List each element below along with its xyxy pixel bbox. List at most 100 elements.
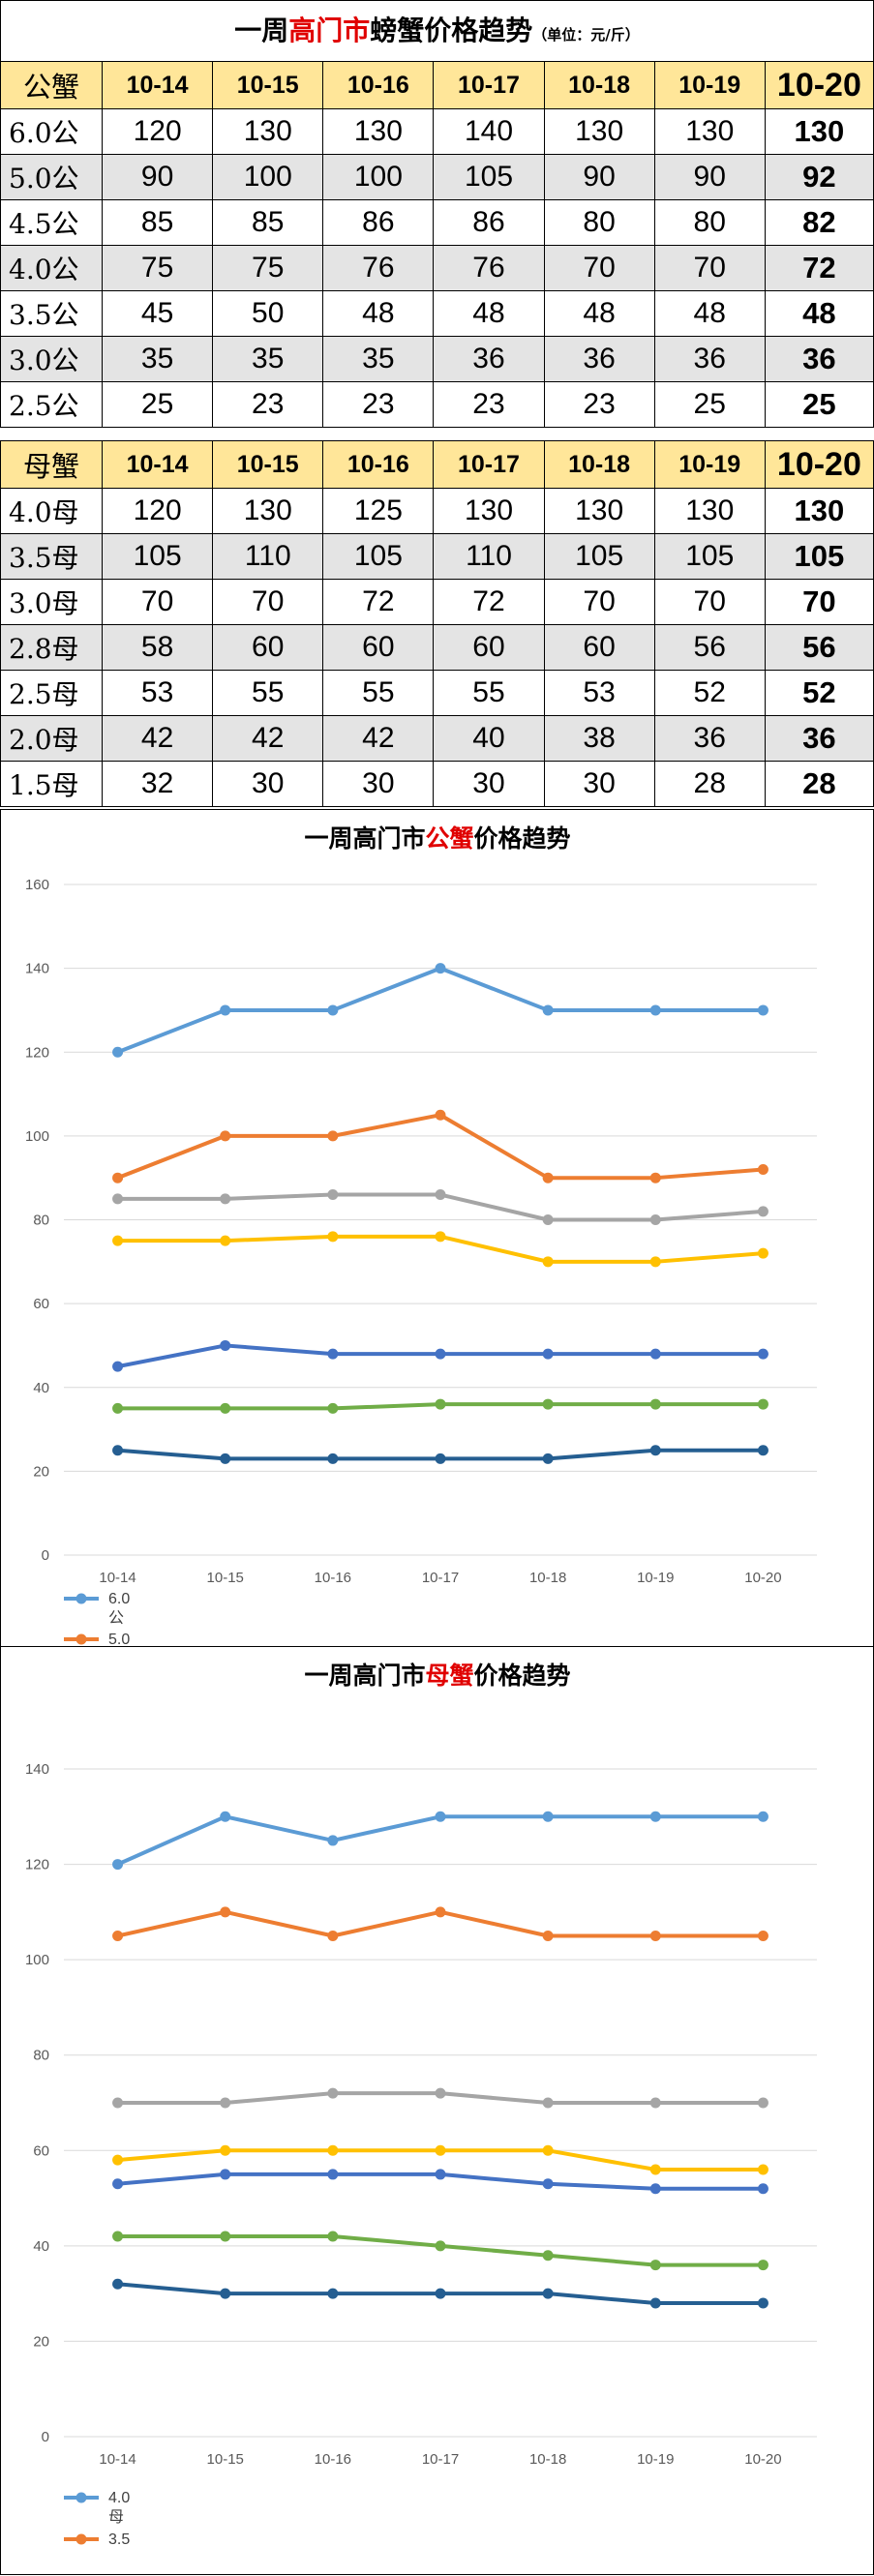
price-cell: 75 [212, 245, 324, 291]
price-cell: 76 [433, 245, 545, 291]
price-cell: 38 [543, 715, 655, 762]
price-cell: 35 [212, 336, 324, 382]
data-point [757, 2297, 769, 2309]
price-cell: 50 [212, 290, 324, 337]
data-point [649, 1348, 661, 1360]
y-tick-label: 80 [33, 2048, 49, 2064]
data-point [757, 1206, 769, 1217]
price-cell: 82 [764, 199, 874, 246]
data-point [220, 1193, 231, 1205]
data-point [542, 1004, 554, 1016]
y-tick-label: 20 [33, 2333, 49, 2350]
price-cell: 30 [433, 761, 545, 807]
data-point [112, 1361, 124, 1372]
data-point [220, 2169, 231, 2180]
data-point [435, 2288, 446, 2299]
data-point [327, 2231, 339, 2242]
chart-title-part: 价格趋势 [474, 824, 571, 853]
price-cell: 25 [653, 381, 766, 428]
data-point [649, 1004, 661, 1016]
data-point [542, 2178, 554, 2190]
data-point [220, 2231, 231, 2242]
data-point [649, 2097, 661, 2109]
chart-title-part: 一周高门市 [304, 1662, 425, 1690]
data-point [327, 1130, 339, 1142]
price-cell: 90 [653, 154, 766, 200]
data-point [112, 1859, 124, 1871]
date-header-cell: 10-17 [433, 61, 545, 109]
legend-marker [75, 1633, 87, 1645]
series-line [116, 1113, 764, 1181]
price-cell: 35 [322, 336, 435, 382]
price-cell: 85 [102, 199, 214, 246]
chart-title: 一周高门市公蟹价格趋势 [304, 824, 570, 853]
price-cell: 105 [543, 533, 655, 580]
data-point [649, 1214, 661, 1225]
price-cell: 90 [102, 154, 214, 200]
price-cell: 100 [322, 154, 435, 200]
data-point [435, 2169, 446, 2180]
data-point [757, 1004, 769, 1016]
y-tick-label: 120 [25, 1044, 49, 1061]
data-point [327, 1231, 339, 1243]
price-cell: 30 [212, 761, 324, 807]
price-cell: 80 [653, 199, 766, 246]
y-tick-label: 100 [25, 1128, 49, 1145]
title-unit: （单位：元/斤） [532, 26, 640, 44]
data-point [649, 2183, 661, 2195]
price-cell: 60 [322, 624, 435, 671]
data-point [112, 2097, 124, 2109]
size-grade-label: 3.5母 [0, 533, 104, 580]
data-point [327, 2087, 339, 2099]
data-point [435, 1811, 446, 1822]
date-header-cell: 10-20 [764, 61, 874, 109]
price-cell: 70 [102, 579, 214, 625]
data-point [542, 1931, 554, 1941]
size-grade-label: 2.8母 [0, 624, 104, 671]
price-cell: 23 [212, 381, 324, 428]
price-cell: 110 [433, 533, 545, 580]
y-tick-label: 80 [33, 1213, 49, 1229]
table-row: 3.0公 35 35 35 36 36 36 36 [0, 336, 874, 382]
data-point [649, 1811, 661, 1822]
y-tick-label: 120 [25, 1857, 49, 1873]
data-point [435, 1398, 446, 1410]
price-cell: 125 [322, 488, 435, 534]
price-cell: 53 [102, 670, 214, 716]
title-market: 高门市 [288, 15, 371, 46]
y-tick-label: 60 [33, 1296, 49, 1312]
price-cell: 130 [543, 108, 655, 155]
price-cell: 42 [212, 715, 324, 762]
data-point [649, 1398, 661, 1410]
data-point [649, 2164, 661, 2175]
data-point [649, 1445, 661, 1456]
date-header-cell: 10-16 [322, 61, 435, 109]
price-cell: 58 [102, 624, 214, 671]
y-tick-label: 140 [25, 1761, 49, 1778]
data-point [112, 1193, 124, 1205]
data-point [757, 1348, 769, 1360]
price-cell: 72 [764, 245, 874, 291]
data-point [757, 2183, 769, 2195]
data-point [542, 2288, 554, 2299]
data-point [327, 1835, 339, 1846]
male-crab-chart: 一周高门市公蟹价格趋势 0 20 40 60 80 100 120 140 160 10-14 10-… [0, 809, 874, 1647]
price-cell: 80 [543, 199, 655, 246]
y-tick-label: 0 [42, 2429, 49, 2445]
male-crab-line-chart: 一周高门市公蟹价格趋势 0 20 40 60 80 100 120 140 160 10-14 10-… [25, 824, 817, 1646]
legend-marker [75, 2533, 87, 2545]
data-point [327, 1931, 339, 1941]
price-cell: 23 [433, 381, 545, 428]
x-tick-label: 10-20 [744, 1570, 781, 1586]
price-cell: 120 [102, 108, 214, 155]
price-cell: 130 [322, 108, 435, 155]
price-cell: 45 [102, 290, 214, 337]
price-cell: 86 [322, 199, 435, 246]
legend-label: 3.5 [108, 2531, 130, 2548]
size-grade-label: 3.0公 [0, 336, 104, 382]
price-cell: 130 [764, 108, 874, 155]
data-point [327, 1453, 339, 1464]
table-row: 3.0母 70 70 72 72 70 70 70 [0, 579, 874, 625]
price-cell: 130 [653, 108, 766, 155]
female-crab-price-table: 母蟹 10-14 10-15 10-16 10-17 10-18 10-19 10-20 4.0… [0, 440, 874, 807]
